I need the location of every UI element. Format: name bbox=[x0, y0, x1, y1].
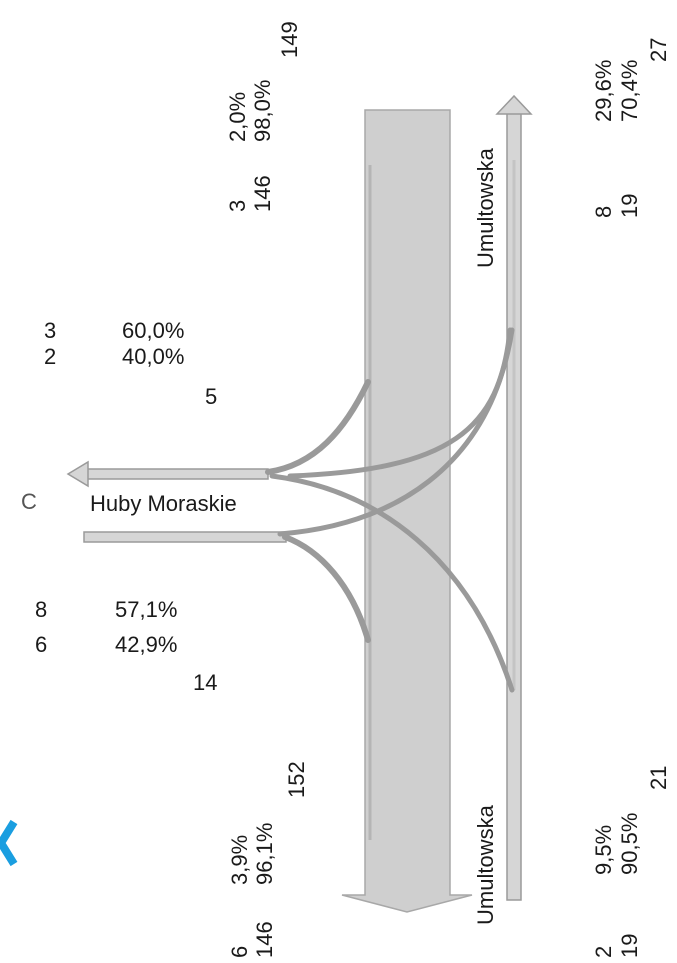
main-lane-band bbox=[341, 109, 473, 913]
side-out-pct-b: 42,9% bbox=[115, 632, 178, 657]
bottom-right-pct: 96,1% bbox=[252, 823, 277, 885]
turn-side-to-main bbox=[282, 534, 371, 643]
side-road-upper-band bbox=[85, 468, 269, 480]
side-out-count-a: 8 bbox=[35, 597, 48, 622]
top-total-main: 149 bbox=[277, 21, 302, 58]
turn-side-to-ramp bbox=[277, 327, 515, 537]
chevron-icon bbox=[0, 819, 18, 867]
side-in-count-a: 3 bbox=[44, 318, 57, 343]
top-right-count: 146 bbox=[250, 175, 275, 212]
top-total-ramp: 27 bbox=[646, 38, 671, 62]
top-ramp-count-b: 19 bbox=[617, 194, 642, 218]
turn-main-to-ramp-cross bbox=[269, 473, 515, 693]
side-in-pct-a: 60,0% bbox=[122, 318, 185, 343]
side-out-pct-a: 57,1% bbox=[115, 597, 178, 622]
bottom-left-count: 6 bbox=[227, 946, 252, 958]
bottom-ramp-count-b: 19 bbox=[617, 934, 642, 958]
side-road-lower-band bbox=[83, 531, 287, 543]
street-label-side: Huby Moraskie bbox=[90, 491, 237, 516]
bottom-total-main: 152 bbox=[284, 761, 309, 798]
arrow-left-icon bbox=[66, 460, 89, 488]
top-left-count: 3 bbox=[225, 200, 250, 212]
arrow-up-icon bbox=[495, 94, 533, 115]
bottom-ramp-pct-a: 9,5% bbox=[591, 825, 616, 875]
top-right-pct: 98,0% bbox=[250, 80, 275, 142]
turn-main-to-side-left bbox=[265, 379, 371, 475]
top-ramp-pct-a: 29,6% bbox=[591, 60, 616, 122]
street-label-lower: Umultowska bbox=[473, 804, 498, 925]
side-in-total: 5 bbox=[205, 384, 218, 409]
side-out-total: 14 bbox=[193, 670, 218, 695]
side-out-count-b: 6 bbox=[35, 632, 48, 657]
side-in-count-b: 2 bbox=[44, 344, 57, 369]
side-marker: C bbox=[21, 489, 37, 514]
bottom-ramp-pct-b: 90,5% bbox=[617, 813, 642, 875]
bottom-right-count: 146 bbox=[252, 921, 277, 958]
bottom-left-pct: 3,9% bbox=[227, 835, 252, 885]
top-left-pct: 2,0% bbox=[225, 92, 250, 142]
top-ramp-pct-b: 70,4% bbox=[617, 60, 642, 122]
bottom-total-ramp: 21 bbox=[646, 766, 671, 790]
top-ramp-count-a: 8 bbox=[591, 206, 616, 218]
side-in-pct-b: 40,0% bbox=[122, 344, 185, 369]
bottom-ramp-count-a: 2 bbox=[591, 946, 616, 958]
street-label-upper: Umultowska bbox=[473, 147, 498, 268]
